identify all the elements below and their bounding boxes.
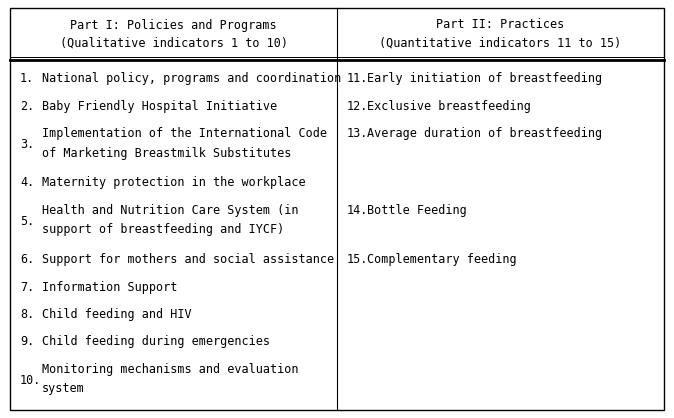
Text: Early initiation of breastfeeding: Early initiation of breastfeeding <box>367 72 602 85</box>
Text: 6.: 6. <box>20 253 34 266</box>
Text: Average duration of breastfeeding: Average duration of breastfeeding <box>367 127 602 140</box>
Text: 5.: 5. <box>20 215 34 228</box>
Text: Child feeding and HIV: Child feeding and HIV <box>42 308 191 321</box>
Text: of Marketing Breastmilk Substitutes: of Marketing Breastmilk Substitutes <box>42 147 291 160</box>
Text: 7.: 7. <box>20 280 34 293</box>
Text: 15.: 15. <box>347 253 369 266</box>
Text: 3.: 3. <box>20 138 34 151</box>
Text: Exclusive breastfeeding: Exclusive breastfeeding <box>367 99 531 112</box>
Text: support of breastfeeding and IYCF): support of breastfeeding and IYCF) <box>42 223 284 237</box>
Text: (Quantitative indicators 11 to 15): (Quantitative indicators 11 to 15) <box>379 36 621 49</box>
Text: Support for mothers and social assistance: Support for mothers and social assistanc… <box>42 253 334 266</box>
Text: Information Support: Information Support <box>42 280 177 293</box>
Text: Part II: Practices: Part II: Practices <box>436 18 565 31</box>
Text: National policy, programs and coordination: National policy, programs and coordinati… <box>42 72 341 85</box>
Text: Complementary feeding: Complementary feeding <box>367 253 517 266</box>
Text: 1.: 1. <box>20 72 34 85</box>
Text: Child feeding during emergencies: Child feeding during emergencies <box>42 335 270 348</box>
Text: 10.: 10. <box>20 374 41 387</box>
Text: Maternity protection in the workplace: Maternity protection in the workplace <box>42 176 305 189</box>
Text: 14.: 14. <box>347 204 369 217</box>
Text: 9.: 9. <box>20 335 34 348</box>
Text: (Qualitative indicators 1 to 10): (Qualitative indicators 1 to 10) <box>59 36 288 49</box>
Text: Bottle Feeding: Bottle Feeding <box>367 204 467 217</box>
Text: Monitoring mechanisms and evaluation: Monitoring mechanisms and evaluation <box>42 363 299 376</box>
Text: 4.: 4. <box>20 176 34 189</box>
Text: Implementation of the International Code: Implementation of the International Code <box>42 127 327 140</box>
Text: Baby Friendly Hospital Initiative: Baby Friendly Hospital Initiative <box>42 99 277 112</box>
Text: 12.: 12. <box>347 99 369 112</box>
Text: 13.: 13. <box>347 127 369 140</box>
Text: Health and Nutrition Care System (in: Health and Nutrition Care System (in <box>42 204 299 217</box>
Text: 8.: 8. <box>20 308 34 321</box>
Text: 2.: 2. <box>20 99 34 112</box>
Text: Part I: Policies and Programs: Part I: Policies and Programs <box>70 18 277 31</box>
Text: 11.: 11. <box>347 72 369 85</box>
Text: system: system <box>42 382 85 395</box>
